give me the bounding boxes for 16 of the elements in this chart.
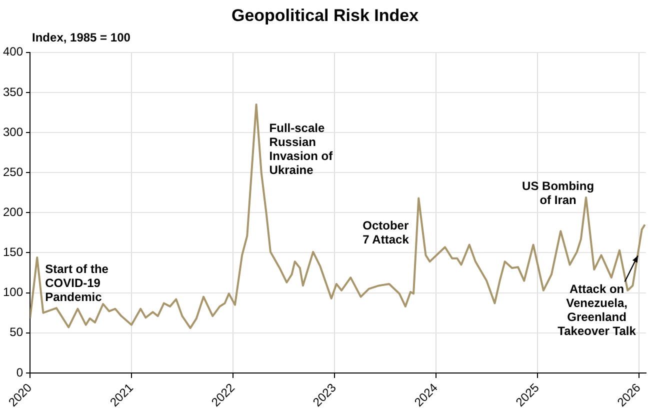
y-tick-label: 300 — [2, 124, 24, 139]
y-tick-label: 400 — [2, 44, 24, 59]
annotation: US Bombing of Iran — [522, 178, 594, 207]
y-tick-label: 100 — [2, 285, 24, 300]
y-axis-title: Index, 1985 = 100 — [32, 30, 131, 45]
y-tick-label: 0 — [16, 365, 24, 380]
y-tick-label: 200 — [2, 204, 24, 219]
annotation: Full-scale Russian Invasion of Ukraine — [269, 120, 334, 177]
annotation: Attack on Venezuela, Greenland Takeover Talk — [558, 282, 636, 338]
y-tick-label: 50 — [10, 325, 24, 340]
annotation: Start of the COVID-19 Pandemic — [45, 262, 109, 304]
y-tick-label: 150 — [2, 245, 24, 260]
chart-title: Geopolitical Risk Index — [231, 6, 420, 25]
y-tick-label: 250 — [2, 164, 24, 179]
y-tick-label: 350 — [2, 84, 24, 99]
annotation: October 7 Attack — [362, 218, 410, 247]
